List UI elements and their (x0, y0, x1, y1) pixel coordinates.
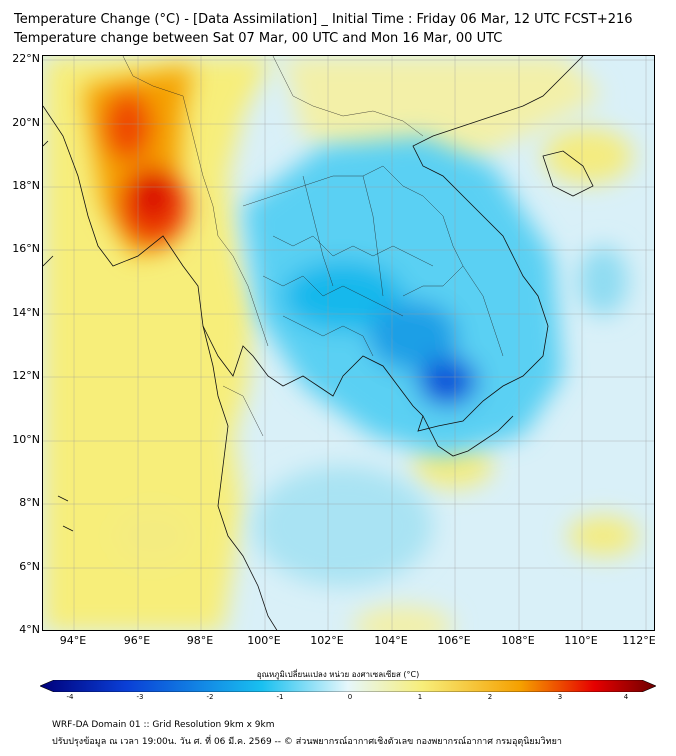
lat-label-18n: 18°N (12, 179, 40, 192)
colorbar-tick: -2 (206, 693, 214, 701)
colorbar-tick: 4 (623, 693, 629, 701)
colorbar-tick: 3 (557, 693, 563, 701)
lon-label-96e: 96°E (123, 634, 151, 647)
lat-label-6n: 6°N (19, 560, 40, 573)
lat-label-10n: 10°N (12, 433, 40, 446)
lon-label-108e: 108°E (501, 634, 535, 647)
lat-label-14n: 14°N (12, 306, 40, 319)
lat-label-12n: 12°N (12, 369, 40, 382)
coastlines (43, 56, 594, 630)
lon-label-100e: 100°E (247, 634, 281, 647)
map-title: Temperature Change (°C) - [Data Assimila… (14, 12, 633, 27)
lon-label-104e: 104°E (374, 634, 408, 647)
colorbar-tick: 0 (347, 693, 353, 701)
colorbar-tick: -4 (66, 693, 74, 701)
colorbar-title: อุณหภูมิเปลี่ยนแปลง หน่วย องศาเซลเซียส (… (256, 670, 420, 679)
lon-label-98e: 98°E (186, 634, 214, 647)
lon-label-112e: 112°E (622, 634, 656, 647)
lon-label-110e: 110°E (564, 634, 598, 647)
colorbar-tick: 2 (487, 693, 493, 701)
colorbar-tick: -1 (276, 693, 284, 701)
footer-model-info: WRF-DA Domain 01 :: Grid Resolution 9km … (52, 720, 275, 730)
graticule (43, 56, 654, 630)
lon-label-94e: 94°E (59, 634, 87, 647)
colorbar-tick: 1 (417, 693, 423, 701)
lat-label-4n: 4°N (19, 623, 40, 636)
lat-label-20n: 20°N (12, 116, 40, 129)
temperature-change-map (42, 55, 655, 631)
admin-boundaries (122, 56, 504, 437)
map-subtitle: Temperature change between Sat 07 Mar, 0… (14, 31, 503, 46)
lon-label-102e: 102°E (310, 634, 344, 647)
lat-label-16n: 16°N (12, 242, 40, 255)
colorbar (40, 680, 656, 692)
colorbar-tick: -3 (136, 693, 144, 701)
lat-label-22n: 22°N (12, 52, 40, 65)
footer-update-info: ปรับปรุงข้อมูล ณ เวลา 19:00น. วัน ศ. ที่… (52, 737, 562, 747)
warm-anomaly-layer (43, 56, 638, 630)
colorbar-gradient (40, 680, 656, 692)
lat-label-8n: 8°N (19, 496, 40, 509)
lon-label-106e: 106°E (437, 634, 471, 647)
